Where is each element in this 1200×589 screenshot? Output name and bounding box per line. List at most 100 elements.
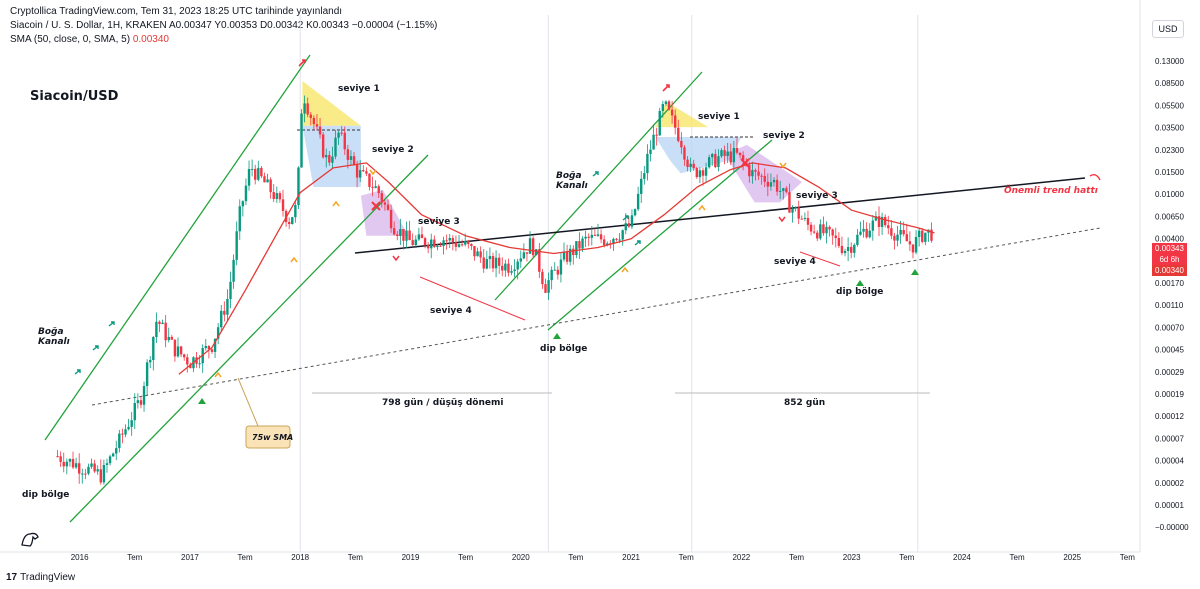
candle xyxy=(436,244,439,251)
candle xyxy=(809,221,813,236)
candle-body xyxy=(643,173,646,179)
candle xyxy=(707,154,711,169)
label-seviye2-b: seviye 2 xyxy=(763,131,805,141)
candle xyxy=(470,243,473,250)
candle xyxy=(825,221,828,244)
orange-up-5 xyxy=(698,204,706,211)
label-seviye2-a: seviye 2 xyxy=(372,145,414,155)
candle-body xyxy=(108,456,112,464)
candle xyxy=(318,118,322,139)
candle-body xyxy=(118,433,121,449)
candle xyxy=(223,301,226,322)
candle xyxy=(819,219,822,241)
candle-body xyxy=(769,182,773,187)
candle-body xyxy=(778,190,782,192)
important-trendline xyxy=(354,177,1086,254)
candle-body xyxy=(717,156,720,168)
candle-body xyxy=(155,321,158,338)
x-tick-label: 2023 xyxy=(843,553,861,562)
x-axis: 2016 Tem 2017 Tem 2018 Tem 2019 Tem 2020 Tem 2021 T… xyxy=(71,553,1136,562)
candle xyxy=(921,228,924,244)
trend-lines xyxy=(44,54,1101,523)
candle xyxy=(386,199,390,211)
candle-body xyxy=(856,234,859,245)
candle xyxy=(303,95,306,123)
candle-body xyxy=(547,280,550,293)
candle xyxy=(714,149,717,169)
candle xyxy=(677,119,680,143)
candle xyxy=(599,229,603,244)
currency-selector[interactable]: USD xyxy=(1152,20,1184,38)
candle xyxy=(62,452,65,473)
candle xyxy=(102,459,106,485)
candle-body xyxy=(334,137,337,157)
candle-body xyxy=(850,247,853,253)
candle-body xyxy=(232,259,235,282)
candle-body xyxy=(420,234,424,239)
candle xyxy=(325,148,328,168)
candle-body xyxy=(880,216,884,227)
candle xyxy=(664,100,668,107)
teal-arrow-2 xyxy=(108,321,115,327)
x-tick-label: Tem xyxy=(568,553,583,562)
sma-badge: 0.00340 xyxy=(1152,265,1187,276)
x-tick-label: Tem xyxy=(899,553,914,562)
candle xyxy=(865,222,868,239)
dip-marker-2 xyxy=(553,333,561,339)
candle xyxy=(149,355,152,369)
candle xyxy=(905,223,908,242)
label-boga-1b: Kanalı xyxy=(38,337,70,347)
candle-body xyxy=(680,140,683,148)
candle-body xyxy=(504,263,507,271)
candle xyxy=(797,200,800,225)
label-boga-2a: Boğa xyxy=(556,171,582,181)
candle xyxy=(334,130,337,160)
candle xyxy=(726,142,729,164)
candle-body xyxy=(556,269,560,275)
candle xyxy=(297,166,300,210)
candle xyxy=(769,173,773,191)
y-tick-label: 0.00007 xyxy=(1155,434,1184,443)
candle-body xyxy=(399,229,402,236)
candle-body xyxy=(921,230,924,242)
candle-body xyxy=(791,208,794,213)
candle-body xyxy=(649,149,652,154)
candle xyxy=(352,151,356,166)
candle-body xyxy=(204,345,207,349)
candle-body xyxy=(463,241,467,245)
candle-body xyxy=(210,349,214,352)
candle-body xyxy=(111,453,115,457)
candle-body xyxy=(198,363,201,365)
candle-body xyxy=(562,252,566,260)
candle-body xyxy=(186,357,189,365)
candle-body xyxy=(250,168,254,170)
candle xyxy=(729,143,732,165)
label-seviye4-a: seviye 4 xyxy=(430,306,472,316)
candle xyxy=(794,206,797,212)
symbol-info[interactable]: Siacoin / U. S. Dollar, 1H, KRAKEN A0.00… xyxy=(10,20,438,31)
tradingview-logo[interactable]: 17 TradingView xyxy=(6,572,75,583)
label-period-1: 798 gün / düşüş dönemi xyxy=(382,398,503,408)
candle-body xyxy=(782,188,785,191)
candle-body xyxy=(448,237,451,241)
candle xyxy=(846,237,850,262)
x-tick-label: 2022 xyxy=(732,553,750,562)
candle-body xyxy=(661,103,665,111)
candle-body xyxy=(871,220,875,231)
candle-body xyxy=(485,259,489,269)
candle xyxy=(77,453,81,484)
label-sma-note: 75w SMA xyxy=(252,433,293,442)
candle xyxy=(84,468,87,480)
candle xyxy=(896,225,899,247)
candle-body xyxy=(550,269,553,281)
indicator-legend[interactable]: SMA (50, close, 0, SMA, 5) 0.00340 xyxy=(10,33,437,47)
candle-body xyxy=(525,252,529,254)
candle-body xyxy=(887,225,890,229)
candle xyxy=(186,353,189,373)
candle xyxy=(791,205,794,223)
candle-body xyxy=(325,155,328,158)
candle xyxy=(627,216,631,229)
candle-body xyxy=(794,207,797,209)
candle-body xyxy=(294,205,297,218)
